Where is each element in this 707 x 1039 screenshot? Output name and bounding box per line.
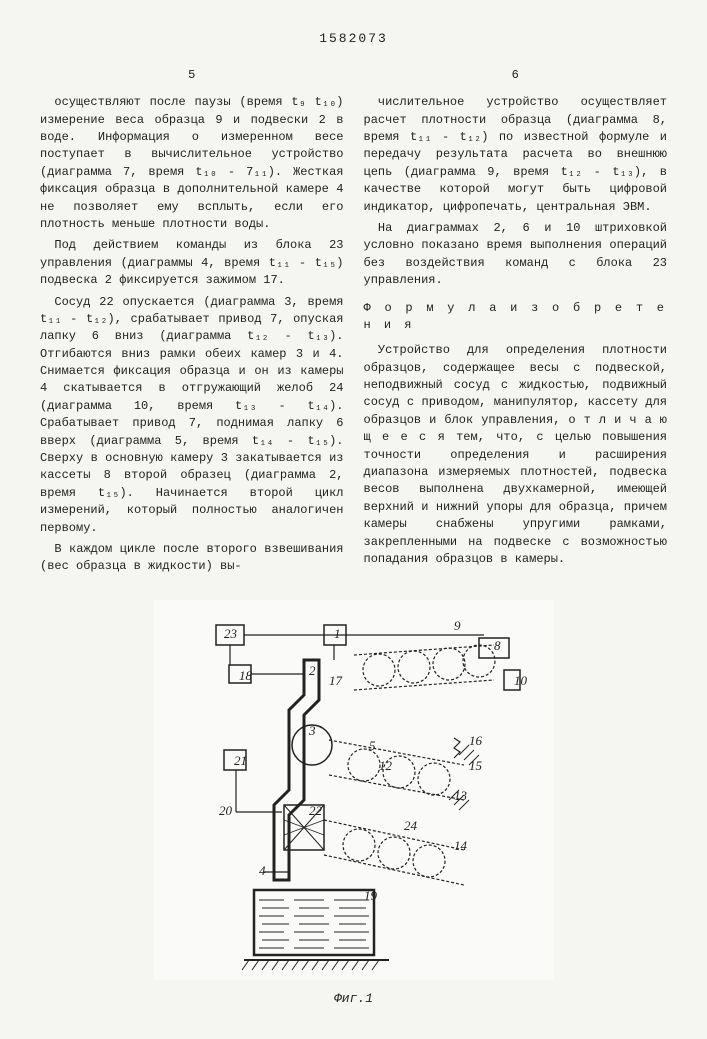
figure-1: 23198101821735121615132120222414419 Фиг.… [40,600,667,1009]
paragraph: Сосуд 22 опускается (диаграмма 3, время … [40,294,344,537]
diagram-label: 8 [494,638,501,653]
diagram-label: 2 [309,663,316,678]
diagram-label: 4 [259,863,266,878]
diagram-label: 18 [239,668,253,683]
diagram-label: 3 [308,723,316,738]
diagram-label: 21 [234,753,247,768]
paragraph: Под действием команды из блока 23 управл… [40,237,344,289]
right-col-number: 6 [364,67,668,84]
text-columns: 5 осуществляют после паузы (время t₉ t₁₀… [40,67,667,580]
paragraph: В каждом цикле после второго взвешивания… [40,541,344,576]
diagram-label: 22 [309,803,323,818]
diagram-label: 17 [329,673,343,688]
paragraph: осуществляют после паузы (время t₉ t₁₀) … [40,94,344,233]
diagram-label: 14 [454,838,468,853]
paragraph: На диаграммах 2, 6 и 10 штриховкой услов… [364,220,668,290]
page-number: 1582073 [40,30,667,49]
formula-text: Устройство для определения плотности обр… [364,342,668,568]
diagram-label: 24 [404,818,418,833]
diagram-label: 5 [369,738,376,753]
left-col-number: 5 [40,67,344,84]
diagram-label: 16 [469,733,483,748]
formula-heading: Ф о р м у л а и з о б р е т е н и я [364,300,668,335]
diagram-label: 12 [379,758,393,773]
diagram-label: 9 [454,618,461,633]
diagram-label: 13 [454,788,468,803]
diagram-label: 20 [219,803,233,818]
diagram-label: 15 [469,758,483,773]
left-column: 5 осуществляют после паузы (время t₉ t₁₀… [40,67,344,580]
right-column: 6 числительное устройство осуществляет р… [364,67,668,580]
diagram-label: 23 [224,626,238,641]
diagram-label: 19 [364,888,378,903]
diagram-label: 1 [334,626,341,641]
diagram-label: 10 [514,673,528,688]
paragraph: числительное устройство осуществляет рас… [364,94,668,216]
